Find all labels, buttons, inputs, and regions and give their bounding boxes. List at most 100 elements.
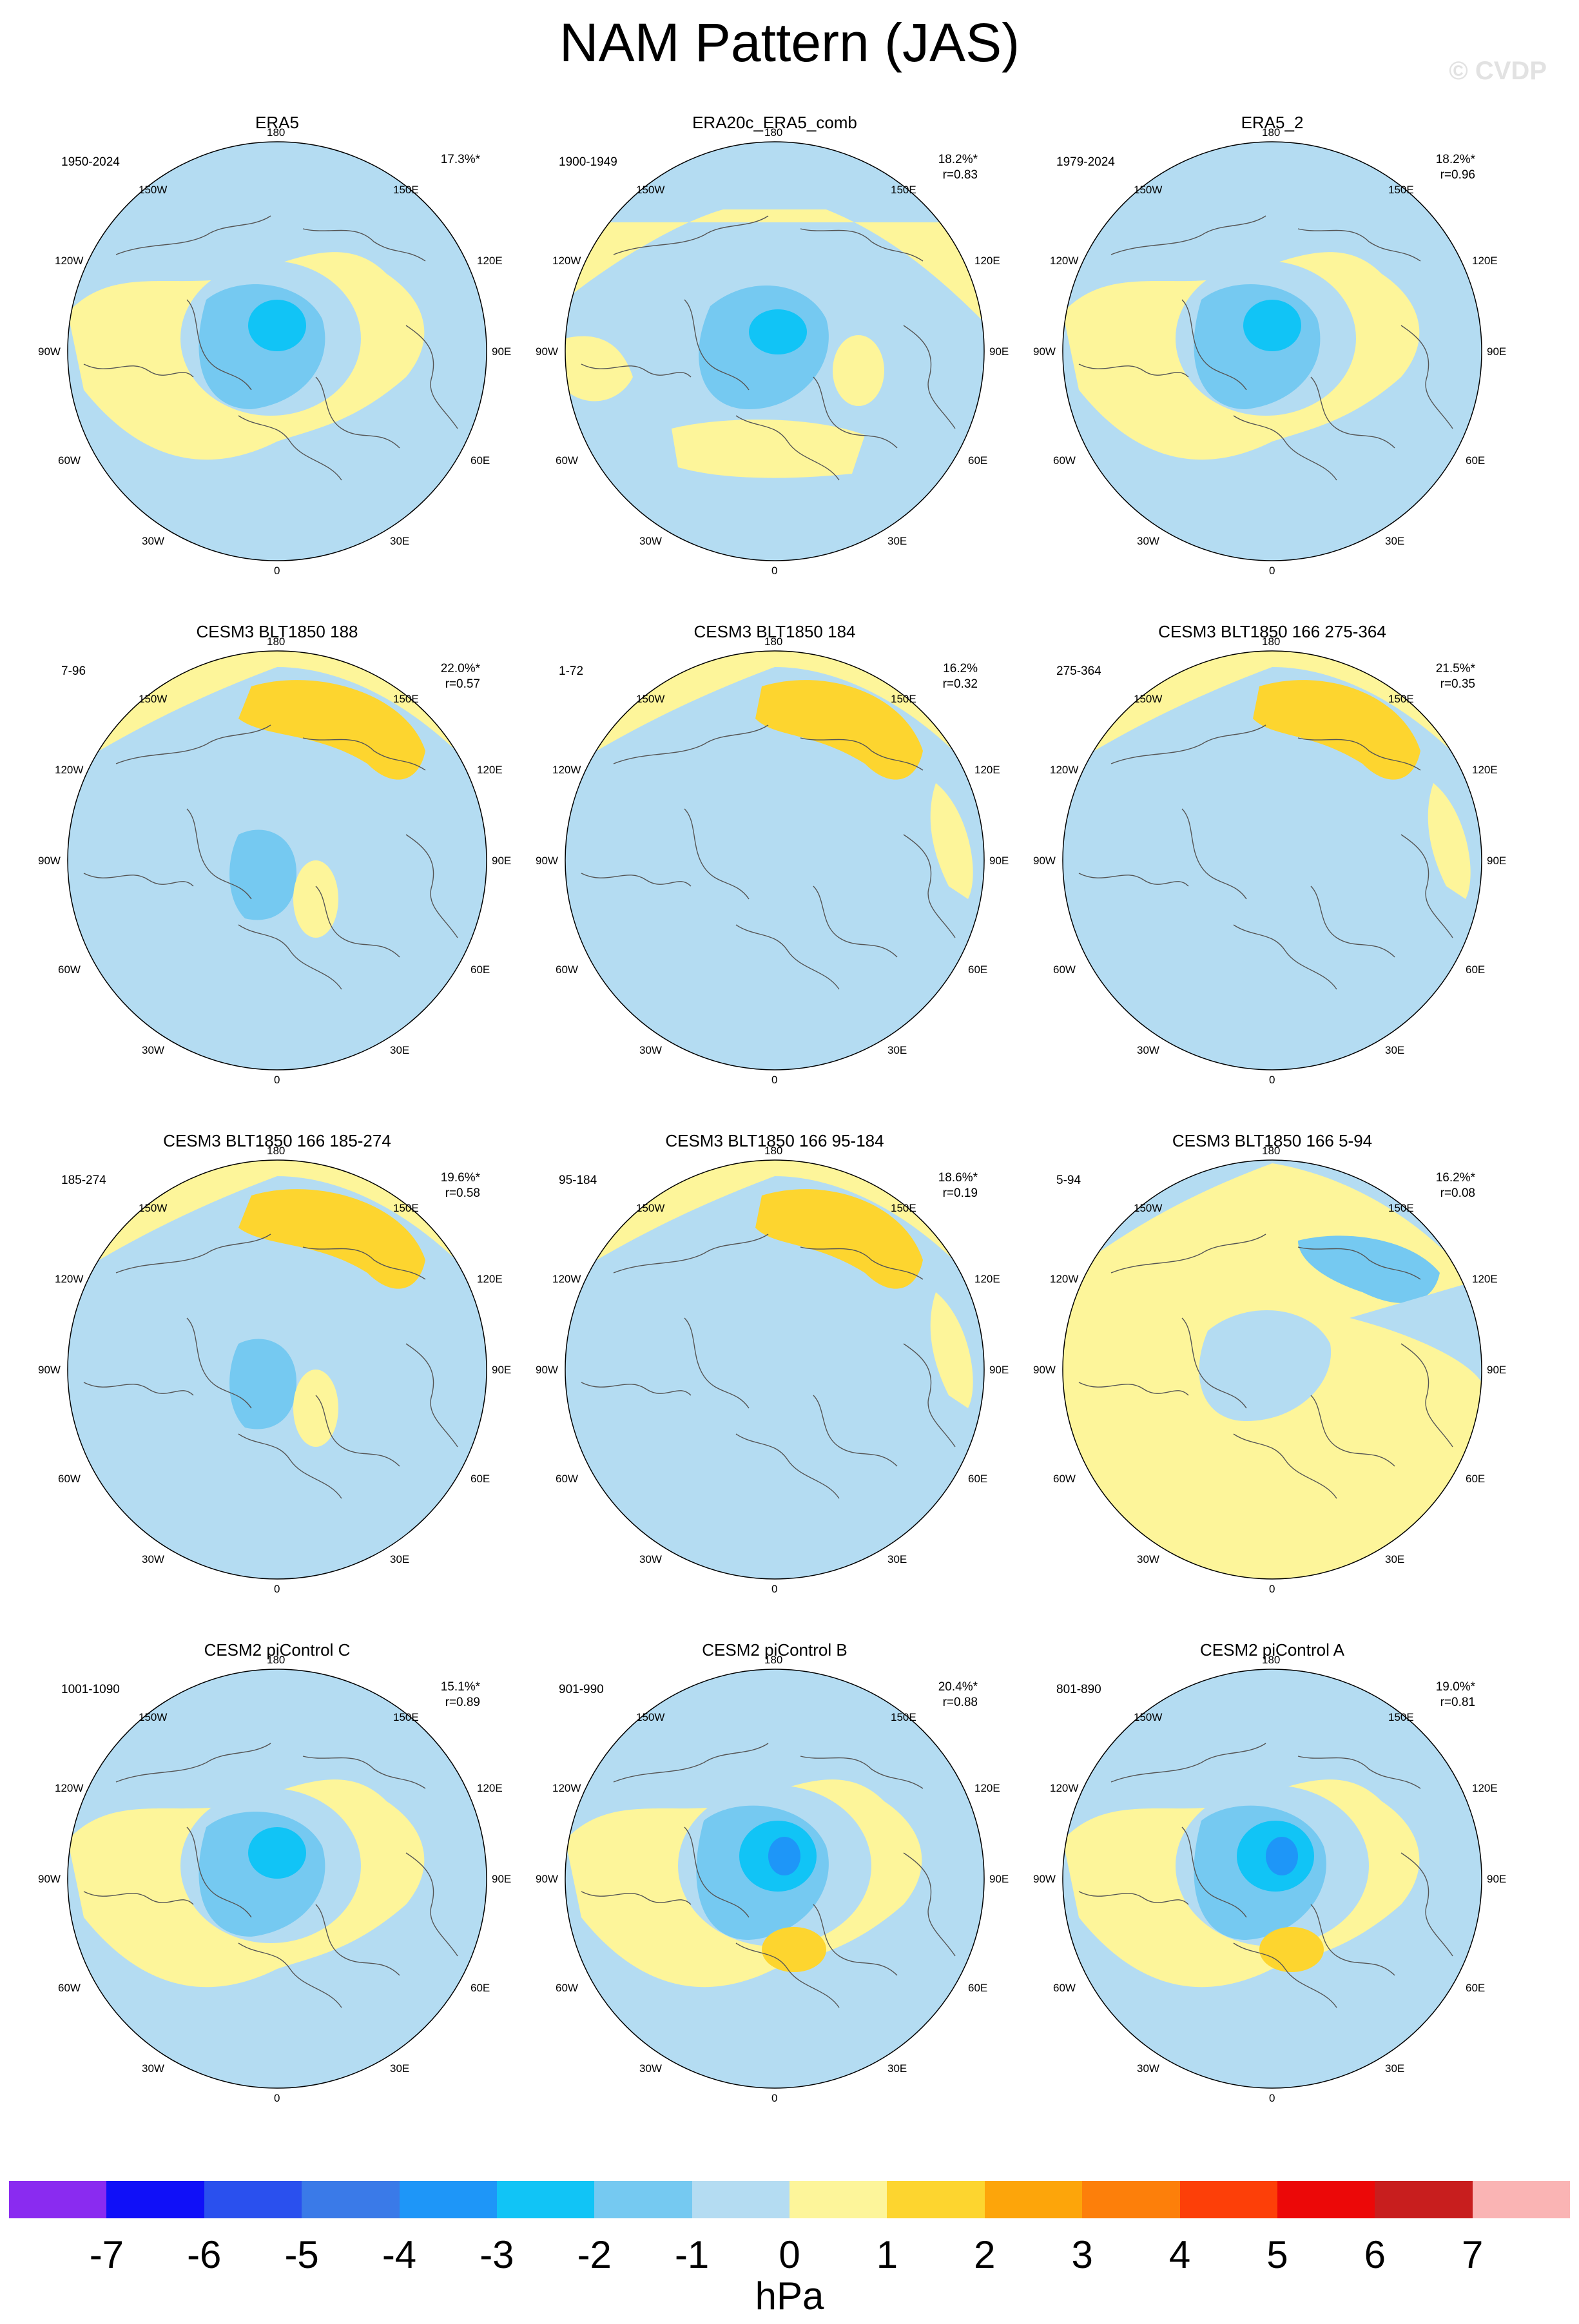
colorbar-units: hPa — [755, 2274, 824, 2318]
coastline — [83, 1382, 194, 1396]
coastline — [1310, 1904, 1395, 1976]
colorbar-swatch — [1472, 2181, 1570, 2218]
anomaly-region — [1350, 1279, 1482, 1382]
panel-title: CESM3 BLT1850 184 — [693, 622, 856, 641]
panel-variance-pct: 16.2% — [943, 662, 978, 675]
longitude-label: 180 — [1262, 1654, 1281, 1666]
longitude-label: 30W — [1137, 2062, 1159, 2075]
colorbar-swatch — [496, 2181, 595, 2218]
longitude-label: 30W — [1137, 1044, 1159, 1056]
coastline — [1233, 415, 1337, 481]
anomaly-region — [248, 1827, 306, 1879]
anomaly-region — [229, 1339, 296, 1429]
coastline — [735, 1433, 840, 1499]
anomaly-region — [1266, 1837, 1298, 1875]
longitude-label: 60E — [1466, 963, 1486, 976]
colorbar-swatch — [1082, 2181, 1180, 2218]
colorbar-tick-label: -3 — [480, 2233, 514, 2276]
panel-years: 1-72 — [559, 664, 584, 678]
polar-map — [1062, 1159, 1482, 1580]
coastline — [1297, 228, 1421, 262]
panel-years: 1979-2024 — [1056, 155, 1115, 169]
coastline — [684, 1826, 750, 1918]
longitude-label: 90E — [1487, 855, 1507, 867]
coastline — [613, 724, 769, 764]
coastline — [1078, 1891, 1189, 1905]
coastline — [315, 376, 400, 449]
longitude-label: 120E — [974, 1273, 1000, 1285]
polar-map — [565, 650, 985, 1070]
coastline — [1310, 886, 1395, 958]
panel-title: CESM3 BLT1850 166 5-94 — [1172, 1131, 1373, 1150]
coastline — [684, 299, 750, 391]
coastline — [613, 215, 769, 255]
colorbar-tick-label: 1 — [876, 2233, 898, 2276]
polar-map — [67, 1669, 487, 2089]
longitude-label: 0 — [1269, 1074, 1275, 1086]
panel-years: 1950-2024 — [61, 155, 120, 169]
coastline — [405, 834, 458, 938]
panel-correlation: r=0.35 — [1440, 677, 1475, 691]
longitude-label: 30W — [639, 1044, 662, 1056]
longitude-label: 0 — [771, 565, 778, 577]
polar-map — [67, 650, 487, 1070]
panel-title: CESM2 piControl B — [702, 1640, 848, 1660]
coastline — [813, 1395, 898, 1467]
colorbar-swatch — [692, 2181, 790, 2218]
longitude-label: 150E — [891, 1711, 916, 1723]
panel-variance-pct: 18.2%* — [938, 153, 978, 166]
map-boundary — [67, 650, 487, 1070]
colorbar-swatch — [399, 2181, 497, 2218]
anomaly-region — [238, 1189, 425, 1289]
panel-variance-pct: 20.4%* — [938, 1680, 978, 1694]
anomaly-region — [762, 1927, 826, 1972]
longitude-label: 120W — [1050, 255, 1079, 267]
polar-map — [67, 141, 487, 561]
anomaly-region — [1199, 1310, 1332, 1421]
panel-correlation: r=0.81 — [1440, 1696, 1475, 1709]
anomaly-region — [755, 680, 923, 780]
anomaly-region — [749, 309, 807, 354]
panel-grid: ERA5 1950-2024 17.3%* 180 0 90W 90E 150W 120W 60W… — [29, 113, 1507, 2104]
coastline — [1078, 363, 1189, 378]
map-panel: CESM3 BLT1850 166 185-274 185-274 19.6%* r=… — [29, 1131, 525, 1640]
coastline — [903, 325, 956, 429]
longitude-label: 150E — [1388, 184, 1414, 196]
longitude-label: 120E — [1472, 764, 1498, 776]
colorbar-swatch — [302, 2181, 400, 2218]
coastline — [115, 1234, 271, 1273]
longitude-label: 90E — [989, 1873, 1009, 1885]
longitude-label: 120E — [974, 764, 1000, 776]
longitude-label: 30W — [1137, 1553, 1159, 1565]
coastline — [800, 737, 924, 771]
longitude-label: 120W — [552, 255, 581, 267]
longitude-label: 60W — [1053, 1982, 1076, 1994]
coastline — [302, 228, 426, 262]
map-panel: ERA5 1950-2024 17.3%* 180 0 90W 90E 150W 120W 60W… — [29, 113, 525, 622]
colorbar-tick-label: -6 — [187, 2233, 222, 2276]
longitude-label: 150E — [1388, 1202, 1414, 1214]
anomaly-region — [755, 1189, 923, 1289]
anomaly-region — [238, 680, 425, 780]
coastline — [613, 1743, 769, 1783]
coastline — [1078, 1382, 1189, 1396]
longitude-label: 150W — [636, 693, 665, 705]
longitude-label: 90E — [1487, 345, 1507, 358]
coastline — [405, 1343, 458, 1448]
coastline — [1297, 1246, 1421, 1280]
longitude-label: 60W — [556, 454, 578, 467]
anomaly-region — [293, 1370, 338, 1447]
anomaly-region — [930, 1292, 973, 1408]
map-boundary — [1062, 1669, 1482, 2089]
map-boundary — [1062, 141, 1482, 561]
panel-variance-pct: 17.3%* — [440, 153, 480, 166]
longitude-label: 120W — [1050, 1273, 1079, 1285]
colorbar-swatch — [106, 2181, 204, 2218]
longitude-label: 180 — [267, 1654, 286, 1666]
coastline — [1400, 1852, 1453, 1957]
longitude-label: 30W — [142, 1553, 164, 1565]
map-boundary — [565, 650, 985, 1070]
longitude-label: 30E — [390, 1044, 410, 1056]
longitude-label: 60W — [556, 963, 578, 976]
coastline — [1297, 1756, 1421, 1789]
